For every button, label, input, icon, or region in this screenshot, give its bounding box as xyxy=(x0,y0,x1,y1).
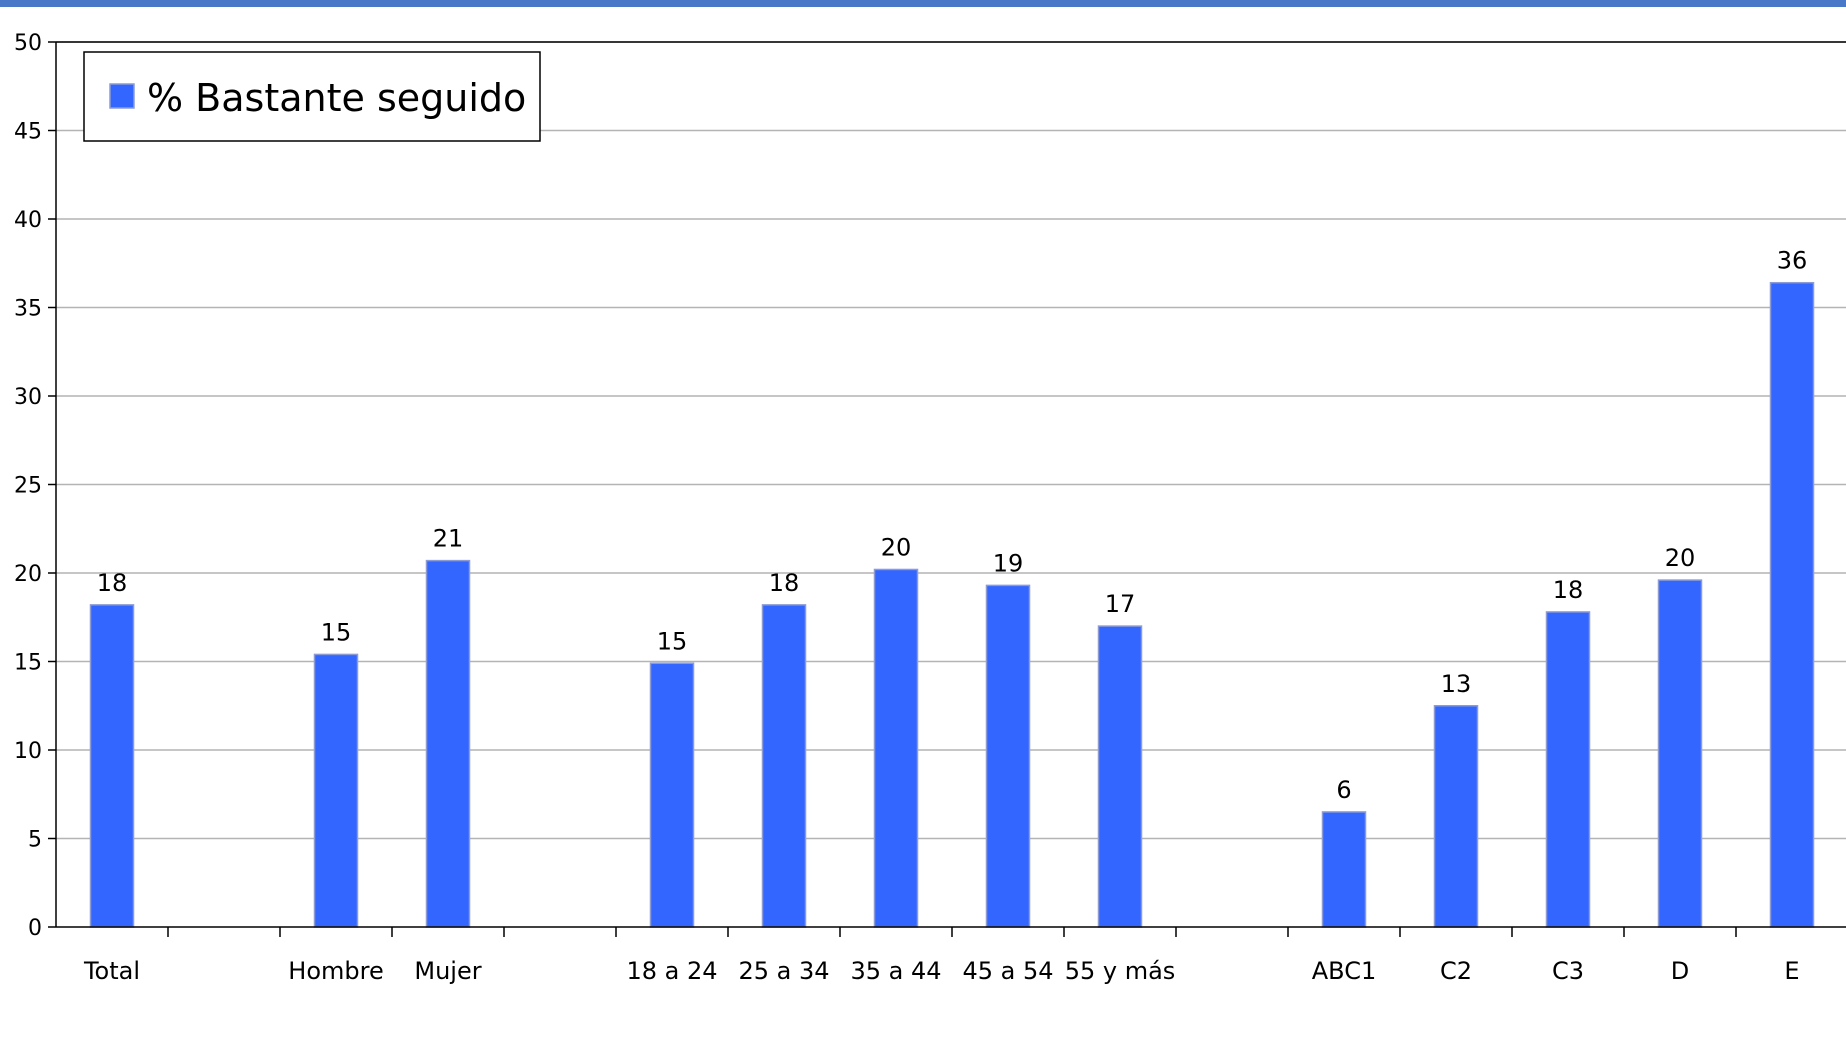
bar-18-a-24 xyxy=(649,662,695,928)
x-tick-label: C2 xyxy=(1440,957,1472,985)
data-label: 20 xyxy=(1665,544,1696,572)
x-tick-label: C3 xyxy=(1552,957,1584,985)
bar-35-a-44 xyxy=(873,568,919,928)
x-tick-label: D xyxy=(1671,957,1689,985)
data-label: 6 xyxy=(1336,776,1351,804)
top-accent-stripe xyxy=(0,0,1846,7)
y-tick-label: 25 xyxy=(14,474,42,499)
bar-e xyxy=(1769,281,1815,928)
data-label: 15 xyxy=(321,618,352,646)
x-tick-label: Total xyxy=(83,957,140,985)
x-tick-label: 55 y más xyxy=(1065,957,1176,985)
data-label: 18 xyxy=(1553,576,1584,604)
x-tick-label: ABC1 xyxy=(1312,957,1377,985)
data-label: 13 xyxy=(1441,670,1472,698)
y-tick-label: 20 xyxy=(14,562,42,587)
data-label: 15 xyxy=(657,627,688,655)
data-label: 18 xyxy=(97,569,128,597)
x-tick-label: E xyxy=(1784,957,1799,985)
bar-d xyxy=(1657,579,1703,928)
legend-swatch xyxy=(109,83,135,109)
x-tick-label: 25 a 34 xyxy=(738,957,829,985)
y-tick-label: 0 xyxy=(28,916,42,941)
y-tick-label: 5 xyxy=(28,828,42,853)
bar-45-a-54 xyxy=(985,584,1031,928)
y-tick-label: 35 xyxy=(14,297,42,322)
x-tick-label: 45 a 54 xyxy=(962,957,1053,985)
data-label: 21 xyxy=(433,525,464,553)
legend-label: % Bastante seguido xyxy=(147,76,526,120)
y-tick-label: 40 xyxy=(14,208,42,233)
bar-c3 xyxy=(1545,611,1591,928)
data-label: 17 xyxy=(1105,590,1136,618)
data-label: 19 xyxy=(993,549,1024,577)
data-label: 36 xyxy=(1777,247,1808,275)
y-tick-label: 45 xyxy=(14,120,42,145)
bar-mujer xyxy=(425,559,471,928)
bar-total xyxy=(89,604,135,928)
x-tick-label: Mujer xyxy=(414,957,481,985)
bars xyxy=(89,281,1815,928)
data-label: 18 xyxy=(769,569,800,597)
y-tick-label: 15 xyxy=(14,651,42,676)
bar-25-a-34 xyxy=(761,604,807,928)
bar-c2 xyxy=(1433,705,1479,928)
legend-box xyxy=(83,51,541,142)
labels: 0 5 10 15 20 25 30 35 40 45 50 18 Total 15 Hombre 21 Muj… xyxy=(14,31,1807,985)
bar-abc1 xyxy=(1321,811,1367,928)
y-tick-label: 30 xyxy=(14,385,42,410)
bar-hombre xyxy=(313,653,359,928)
x-tick-label: 35 a 44 xyxy=(850,957,941,985)
data-label: 20 xyxy=(881,533,912,561)
legend: % Bastante seguido xyxy=(83,51,541,142)
x-tick-label: 18 a 24 xyxy=(626,957,717,985)
bar-55-y-más xyxy=(1097,625,1143,928)
x-tick-label: Hombre xyxy=(288,957,383,985)
y-tick-label: 50 xyxy=(14,31,42,56)
y-tick-label: 10 xyxy=(14,739,42,764)
axes xyxy=(48,41,1846,937)
